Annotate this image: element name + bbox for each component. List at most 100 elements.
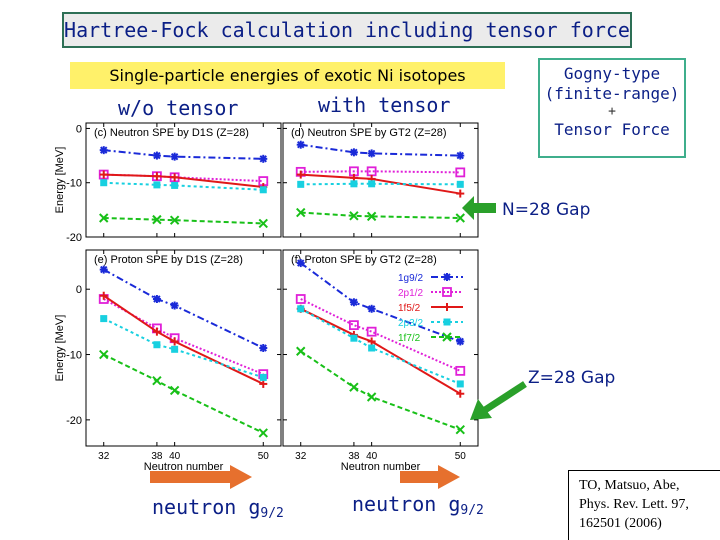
series-1f5-2-line	[103, 173, 264, 189]
series-1f5-2-point	[99, 291, 108, 300]
panel-f-frame	[282, 249, 479, 447]
series-1f5-2-point	[367, 337, 376, 346]
panel-e-ylabel: Energy [MeV]	[54, 315, 66, 382]
series-1g9-2-point	[259, 344, 268, 352]
neutron-g92-right-text: neutron g	[352, 492, 461, 516]
series-2p3-2-point	[456, 180, 464, 188]
series-2p3-2-line	[300, 307, 461, 385]
gogny-line2: (finite-range)	[544, 84, 680, 103]
series-2p1-2-point	[455, 167, 466, 178]
series-1f7-2-line	[103, 353, 264, 434]
series-2p3-2-line	[103, 181, 264, 191]
panel-e-xlabel: Neutron number	[144, 461, 224, 473]
series-2p3-2-point	[171, 181, 179, 189]
n28-arrow-shaft	[474, 203, 496, 213]
series-1f7-2-point	[152, 214, 162, 225]
series-2p1-2-line	[103, 298, 264, 376]
panel-c-ylabel: Energy [MeV]	[54, 147, 66, 214]
series-2p1-2-point	[366, 326, 377, 337]
series-1f7-2-point	[99, 349, 109, 360]
series-1f7-2-line	[103, 217, 264, 225]
series-1f7-2-point	[169, 385, 180, 396]
series-1g9-2-line	[300, 143, 461, 157]
series-2p3-2-line	[103, 317, 264, 379]
series-1g9-2-point	[296, 259, 305, 268]
gogny-line1: Gogny-type	[563, 64, 661, 83]
legend-marker	[442, 332, 452, 342]
series-1g9-2-point	[152, 295, 161, 303]
series-2p3-2-point	[153, 181, 161, 189]
panel-e-ytick-label: -20	[66, 415, 82, 427]
panel-e-ytick-label: 0	[76, 284, 82, 296]
series-2p3-2-point	[171, 345, 179, 353]
series-1g9-2-point	[99, 146, 108, 155]
series-1g9-2-point	[349, 298, 358, 307]
series-1f7-2-point	[349, 211, 359, 221]
series-1f5-2-line	[300, 307, 461, 395]
series-1f5-2-point	[259, 379, 268, 388]
series-1g9-2-line	[300, 262, 461, 343]
series-2p3-2-point	[368, 344, 376, 352]
series-1g9-2-point	[349, 148, 358, 157]
series-1g9-2-line	[103, 268, 264, 349]
panel-e-xtick-label: 50	[258, 451, 270, 462]
series-1f5-2-point	[152, 327, 161, 336]
series-2p1-2-point	[349, 320, 359, 331]
series-1f5-2-line	[103, 294, 264, 385]
series-1g9-2-point	[152, 151, 161, 160]
series-1g9-2-point	[456, 151, 465, 160]
series-2p1-2-point	[455, 365, 466, 376]
panel-e: 0 -10 -20 Energy [MeV] 32 38 40 50 Neutron numbe…	[54, 249, 282, 473]
label-with-tensor: with tensor	[318, 93, 451, 117]
panel-c-ytick-label: 0	[76, 123, 82, 135]
legend-label: 1f5/2	[398, 303, 421, 314]
panel-d: (d) Neutron SPE by GT2 (Z=28)	[282, 122, 479, 238]
series-1f5-2-point	[170, 337, 179, 346]
series-1f7-2-point	[455, 424, 465, 435]
g92-arrow-right-shaft	[400, 471, 438, 483]
panel-e-xtick-label: 32	[98, 451, 110, 462]
series-1g9-2-line	[103, 149, 264, 160]
series-1f5-2-point	[296, 170, 305, 179]
neutron-g92-right: neutron g9/2	[352, 492, 484, 518]
gogny-plus: +	[608, 104, 616, 119]
legend-marker	[442, 287, 452, 297]
series-1f7-2-point	[349, 382, 359, 392]
panel-c-title: (c) Neutron SPE by D1S (Z=28)	[94, 127, 249, 139]
series-2p3-2-point	[153, 341, 161, 349]
series-1f7-2-point	[366, 211, 377, 222]
panel-e-xtick-label: 38	[151, 451, 163, 462]
neutron-g92-left: neutron g9/2	[152, 495, 284, 521]
series-2p3-2-point	[100, 179, 108, 187]
series-1g9-2-point	[99, 265, 108, 274]
series-1f7-2-point	[258, 218, 268, 229]
series-1f7-2-line	[300, 350, 461, 431]
series-1f7-2-line	[300, 211, 461, 219]
series-1f7-2-point	[455, 213, 465, 223]
legend-marker	[443, 273, 451, 281]
g92-arrow-left-shaft	[150, 471, 230, 483]
n28-arrow-head	[462, 196, 474, 220]
panel-f-xtick-label: 40	[366, 451, 378, 462]
panel-c: 0 -10 -20 Energy [MeV] (c) Neutron SPE by D1…	[54, 122, 282, 244]
z28-arrow-head	[470, 399, 492, 420]
series-2p3-2-point	[368, 180, 376, 188]
series-2p1-2-point	[295, 294, 306, 304]
reference-box: TO, Matsuo, Abe, Phys. Rev. Lett. 97, 16…	[568, 470, 720, 540]
panel-f: 32 38 40 50 Neutron number (f) Proton SPE by …	[282, 249, 479, 473]
panel-f-xlabel: Neutron number	[341, 461, 421, 473]
slide-title: Hartree-Fock calculation including tenso…	[62, 12, 632, 48]
series-1f7-2-point	[152, 375, 162, 386]
series-1f5-2-line	[300, 173, 461, 195]
series-1f7-2-point	[258, 428, 268, 438]
legend-label: 1g9/2	[398, 273, 423, 284]
panel-c-ytick-label: -20	[66, 232, 82, 244]
series-2p3-2-point	[350, 180, 358, 188]
series-1f7-2-point	[99, 213, 109, 223]
series-2p3-2-point	[259, 373, 267, 381]
series-1g9-2-point	[367, 149, 376, 158]
series-2p3-2-point	[100, 315, 108, 323]
neutron-g92-right-sub: 9/2	[460, 503, 484, 518]
panel-e-xtick-label: 40	[169, 451, 181, 462]
